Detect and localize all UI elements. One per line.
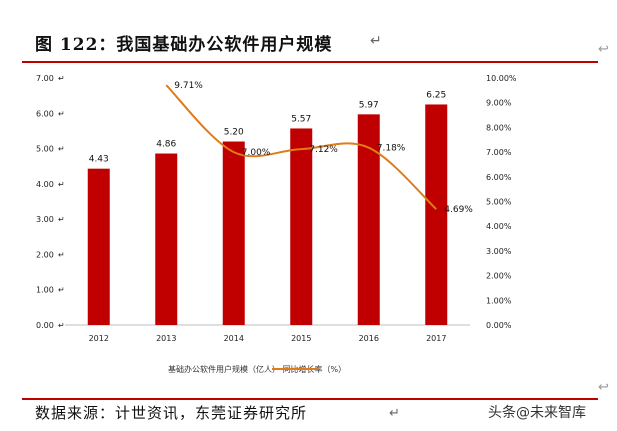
y-left-tick-label: 2.00 [36,250,54,259]
return-mark-icon: ↵ [370,33,382,49]
y-left-tick-label: 4.00 [36,180,54,189]
line-data-label: 7.18% [377,144,406,154]
y-right-tick-label: 3.00% [486,247,512,256]
source-note: 数据来源：计世资讯，东莞证券研究所 [35,404,308,422]
line-data-label: 4.69% [444,205,473,215]
top-divider [22,61,598,63]
y-right-tick-label: 4.00% [486,222,512,231]
bar [155,153,178,325]
x-tick-label: 2012 [89,334,109,343]
bar [425,104,448,325]
y-left-tick-label: 1.00 [36,286,54,295]
y-right-tick-label: 7.00% [486,148,512,157]
y-right-tick-label: 1.00% [486,296,512,305]
y-right-tick-label: 9.00% [486,99,512,108]
bar-data-label: 5.57 [291,114,311,124]
line-data-label: 7.00% [242,148,271,158]
watermark: 头条@未来智库 [488,405,586,421]
bar [290,128,313,325]
bar-data-label: 6.25 [426,90,446,100]
legend-label: 基础办公软件用户规模（亿人） 同比增长率（%） [168,364,346,374]
y-left-tick-label: 6.00 [36,109,54,118]
x-tick-label: 2016 [359,334,379,343]
y-left-tick-label: 5.00 [36,145,54,154]
figure-title: 图 122：我国基础办公软件用户规模 [35,35,333,55]
y-left-tick-label: 0.00 [36,321,54,330]
y-right-tick-label: 2.00% [486,272,512,281]
bar [357,114,380,325]
x-tick-label: 2013 [156,334,176,343]
x-tick-label: 2015 [291,334,311,343]
y-left-tick-label: 7.00 [36,74,54,83]
y-right-tick-label: 6.00% [486,173,512,182]
bar [222,141,245,325]
bar [87,168,110,325]
y-right-tick-label: 5.00% [486,198,512,207]
bottom-divider [22,398,598,400]
bar-data-label: 5.20 [224,128,244,138]
y-right-tick-label: 10.00% [486,74,517,83]
bar-data-label: 4.43 [89,155,109,165]
return-mark-icon: ↵ [58,215,65,224]
growth-line [165,84,437,210]
return-mark-icon: ↵ [58,109,65,118]
bar-data-label: 5.97 [359,100,379,110]
y-right-tick-label: 0.00% [486,321,512,330]
line-data-label: 7.12% [309,145,338,155]
page-edge-mark: ↩ [598,380,609,395]
page-edge-mark: ↩ [598,42,609,57]
x-tick-label: 2017 [426,334,446,343]
return-mark-icon: ↵ [58,145,65,154]
return-mark-icon: ↵ [58,180,65,189]
return-mark-icon: ↵ [58,74,65,83]
return-mark-icon: ↵ [58,321,65,330]
y-left-tick-label: 3.00 [36,215,54,224]
bar-data-label: 4.86 [156,140,176,150]
y-right-tick-label: 8.00% [486,123,512,132]
line-data-label: 9.71% [174,81,203,91]
return-mark-icon: ↵ [389,406,400,421]
x-tick-label: 2014 [224,334,244,343]
return-mark-icon: ↵ [58,286,65,295]
return-mark-icon: ↵ [58,250,65,259]
